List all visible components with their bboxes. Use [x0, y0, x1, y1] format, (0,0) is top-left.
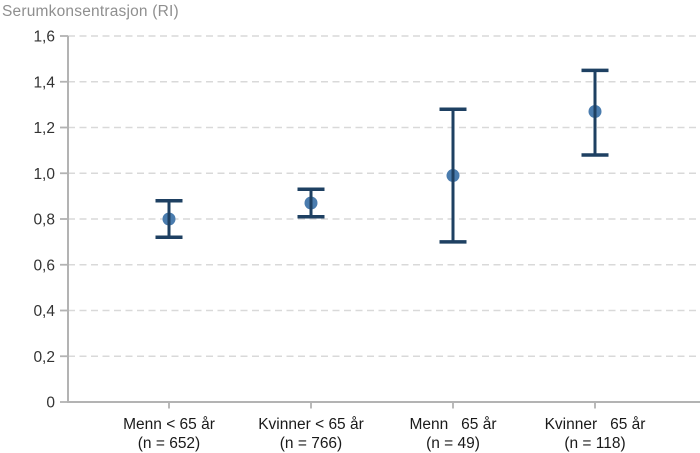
y-axis-tick-label: 0,2	[33, 349, 55, 366]
errorbar-group	[439, 107, 467, 244]
y-axis-tick-label: 1,4	[33, 74, 55, 91]
x-category-sublabel: (n = 652)	[138, 435, 200, 452]
errorbar-group	[581, 68, 609, 157]
errorbar-group	[297, 187, 325, 219]
x-category-sublabel: (n = 766)	[280, 435, 342, 452]
y-axis-tick-label: 1,6	[33, 29, 55, 46]
chart-title: Serumkonsentrasjon (RI)	[2, 3, 179, 20]
x-category-label: Menn 65 år	[409, 416, 496, 433]
errorbar-group	[155, 198, 183, 240]
x-category-sublabel: (n = 49)	[426, 435, 480, 452]
x-category-label: Menn < 65 år	[123, 416, 215, 433]
y-axis-tick-label: 0	[46, 395, 55, 412]
y-axis-tick-label: 0,8	[33, 212, 55, 229]
y-axis-tick-label: 1,2	[33, 120, 55, 137]
x-category-label: Kvinner 65 år	[545, 416, 646, 433]
y-axis-tick-label: 0,6	[33, 257, 55, 274]
y-axis-tick-label: 0,4	[33, 303, 55, 320]
x-category-sublabel: (n = 118)	[564, 435, 625, 452]
x-category-label: Kvinner < 65 år	[258, 416, 364, 433]
y-axis-tick-label: 1,0	[33, 166, 55, 183]
